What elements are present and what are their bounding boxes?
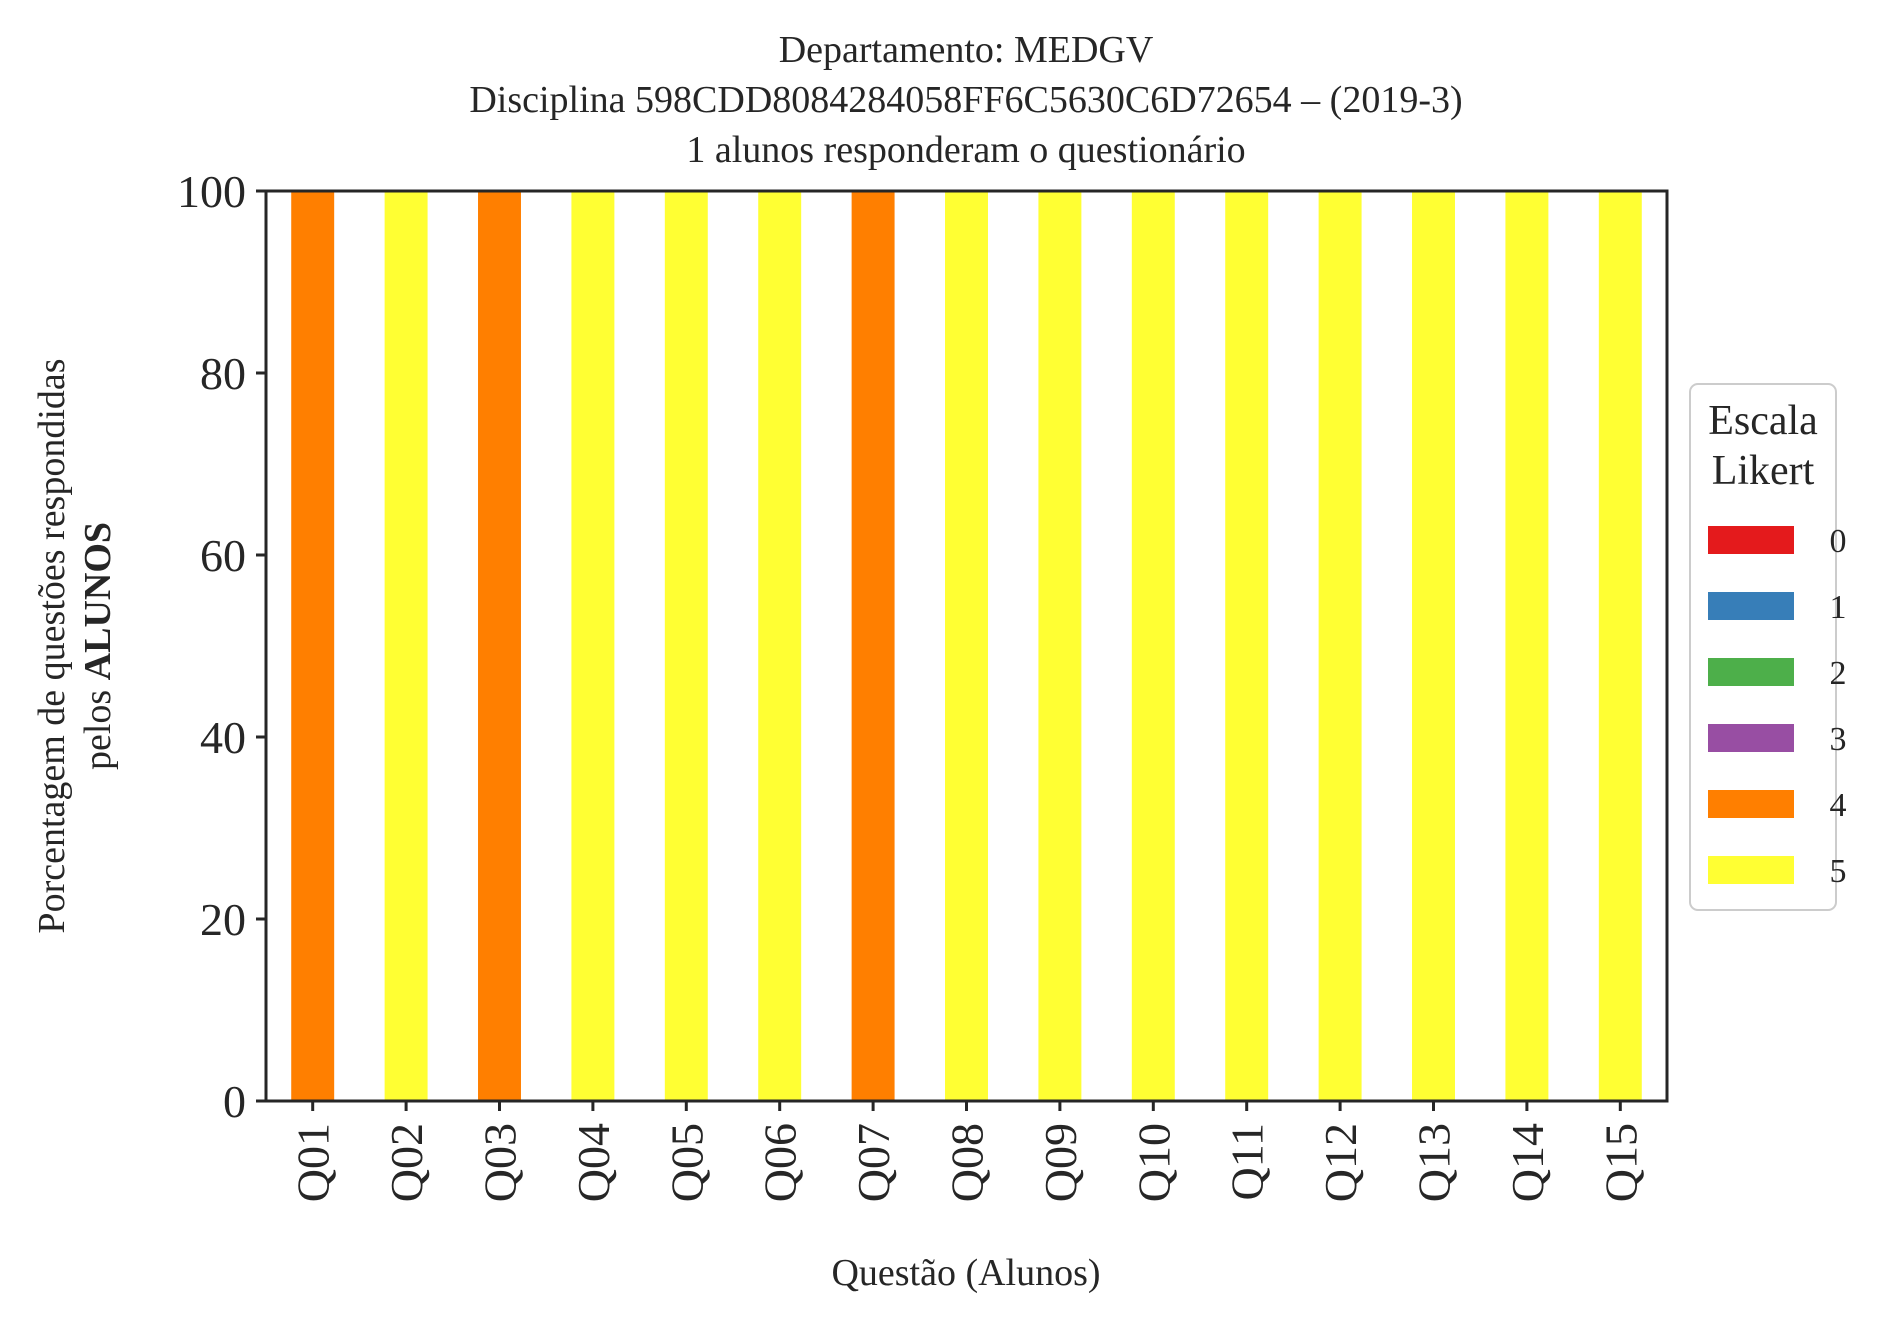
bar-q12-scale-5	[1318, 191, 1362, 1101]
x-tick-label-q06: Q06	[755, 1123, 806, 1202]
bars	[291, 191, 1642, 1101]
title-line-1: Departamento: MEDGV	[779, 29, 1154, 71]
x-tick-label-q07: Q07	[848, 1123, 899, 1202]
x-tick-label-q03: Q03	[475, 1123, 526, 1202]
x-tick-label-q09: Q09	[1035, 1123, 1086, 1202]
legend-label-2: 2	[1830, 655, 1847, 692]
bar-q10-scale-5	[1131, 191, 1175, 1101]
x-tick-label-q15: Q15	[1595, 1123, 1646, 1202]
legend-title-line-1: Escala	[1708, 398, 1818, 444]
x-ticks: Q01 Q02 Q03 Q04 Q05 Q06 Q07 Q08 Q09 Q10 Q11 Q12 Q13 Q…	[288, 1101, 1646, 1202]
y-axis-label-line-1: Porcentagem de questões respondidas	[31, 358, 73, 933]
title-line-3: 1 alunos responderam o questionário	[686, 129, 1245, 171]
y-tick-label: 20	[200, 894, 246, 945]
legend-label-4: 4	[1830, 787, 1847, 824]
bar-q05-scale-5	[664, 191, 708, 1101]
y-tick-label: 60	[200, 530, 246, 581]
chart-title: Departamento: MEDGV Disciplina 598CDD808…	[469, 29, 1462, 171]
y-axis-label-bold: ALUNOS	[77, 522, 119, 680]
y-axis-label-2: pelos ALUNOS	[77, 522, 119, 770]
y-tick-label: 0	[223, 1076, 246, 1127]
bar-q15-scale-5	[1598, 191, 1642, 1101]
bar-q03-scale-4	[478, 191, 521, 1101]
bar-q13-scale-5	[1412, 191, 1455, 1101]
y-tick-label: 40	[200, 712, 246, 763]
legend-swatch-2	[1708, 658, 1794, 686]
x-tick-label-q05: Q05	[661, 1123, 712, 1202]
bar-q08-scale-5	[945, 191, 988, 1101]
legend-swatch-4	[1708, 790, 1794, 818]
x-tick-label-q13: Q13	[1409, 1123, 1460, 1202]
y-ticks: 0 20 40 60 80 100	[177, 166, 266, 1127]
x-tick-label-q12: Q12	[1315, 1123, 1366, 1202]
bar-q09-scale-5	[1038, 191, 1082, 1101]
bar-q02-scale-5	[384, 191, 428, 1101]
y-axis-label-line-2: pelos ALUNOS	[77, 522, 119, 770]
legend-title-line-2: Likert	[1712, 448, 1815, 494]
legend-swatch-3	[1708, 724, 1794, 752]
legend-label-3: 3	[1830, 721, 1847, 758]
x-axis-label: Questão (Alunos)	[831, 1252, 1100, 1294]
bar-q06-scale-5	[758, 191, 802, 1101]
bar-q11-scale-5	[1225, 191, 1269, 1101]
y-axis-label-prefix: pelos	[77, 680, 119, 770]
x-tick-label-q08: Q08	[942, 1123, 993, 1202]
x-tick-label-q10: Q10	[1128, 1123, 1179, 1202]
legend-swatch-5	[1708, 856, 1794, 884]
y-tick-label: 80	[200, 348, 246, 399]
legend-label-0: 0	[1830, 523, 1847, 560]
x-tick-label-q11: Q11	[1222, 1123, 1273, 1201]
legend-swatch-1	[1708, 592, 1794, 620]
bar-q01-scale-4	[291, 191, 335, 1101]
legend-label-5: 5	[1830, 853, 1847, 890]
x-tick-label-q04: Q04	[568, 1123, 619, 1202]
legend: Escala Likert 0 1 2 3 4 5	[1689, 383, 1847, 911]
bar-q04-scale-5	[571, 191, 615, 1101]
x-tick-label-q02: Q02	[381, 1123, 432, 1202]
legend-entries: 0 1 2 3 4 5	[1708, 523, 1847, 890]
x-tick-label-q01: Q01	[288, 1123, 339, 1202]
y-tick-label: 100	[177, 166, 246, 217]
x-tick-label-q14: Q14	[1502, 1123, 1553, 1202]
legend-label-1: 1	[1830, 589, 1847, 626]
y-axis-label: Porcentagem de questões respondidas	[31, 358, 73, 933]
bar-q14-scale-5	[1505, 191, 1549, 1101]
legend-frame	[1689, 383, 1837, 911]
bar-q07-scale-4	[851, 191, 895, 1101]
title-line-2: Disciplina 598CDD8084284058FF6C5630C6D72…	[469, 79, 1462, 121]
legend-swatch-0	[1708, 526, 1794, 554]
